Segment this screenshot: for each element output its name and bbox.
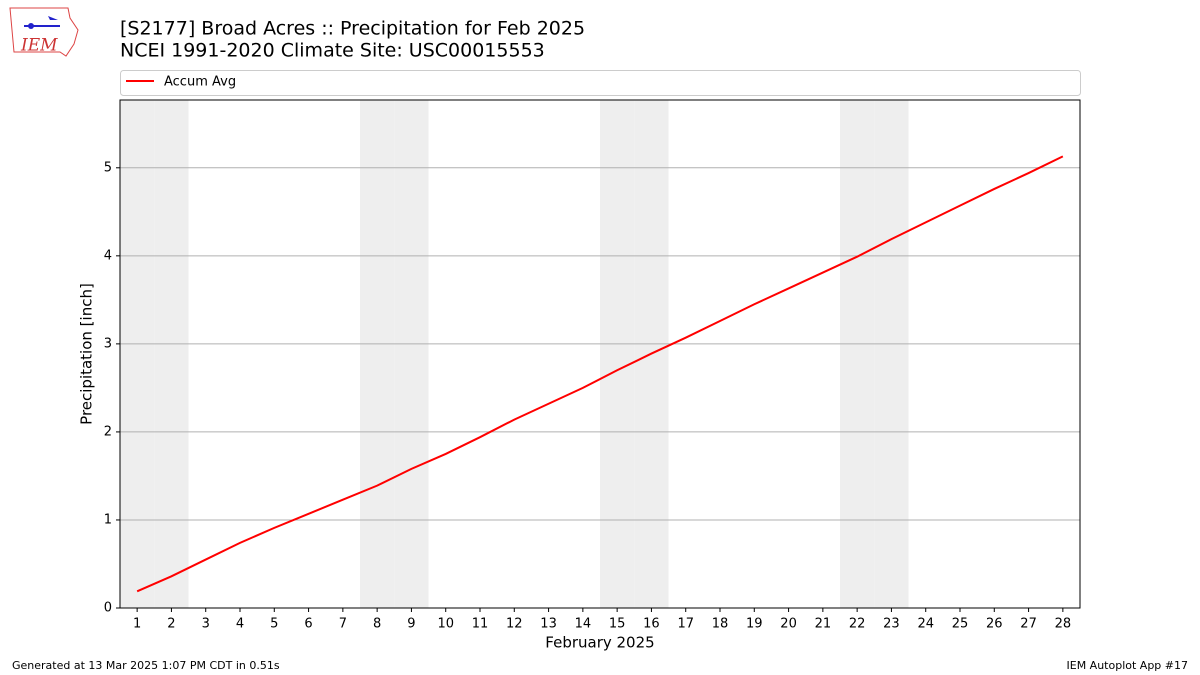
y-tick-label: 2 (104, 424, 112, 439)
x-tick-label: 27 (1020, 617, 1037, 632)
weekend-shade (394, 100, 429, 608)
x-tick-label: 25 (952, 617, 969, 632)
x-tick-label: 16 (643, 617, 660, 632)
x-tick-label: 26 (986, 617, 1003, 632)
weekend-shade (840, 100, 875, 608)
x-tick-label: 8 (373, 617, 381, 632)
chart-subtitle: NCEI 1991-2020 Climate Site: USC00015553 (120, 40, 545, 62)
x-tick-label: 22 (849, 617, 866, 632)
x-tick-label: 21 (815, 617, 832, 632)
x-tick-label: 7 (339, 617, 347, 632)
x-tick-label: 11 (472, 617, 489, 632)
x-tick-label: 3 (202, 617, 210, 632)
y-tick-label: 3 (104, 336, 112, 351)
plot-frame (119, 99, 1081, 609)
x-tick-label: 13 (540, 617, 557, 632)
weekend-shade (874, 100, 909, 608)
x-tick-label: 9 (407, 617, 415, 632)
y-tick-label: 5 (104, 160, 112, 175)
x-tick-label: 4 (236, 617, 244, 632)
legend-label: Accum Avg (164, 75, 236, 90)
y-tick-label: 1 (104, 512, 112, 527)
x-tick-label: 2 (167, 617, 175, 632)
x-tick-label: 18 (712, 617, 729, 632)
x-axis-label: February 2025 (545, 634, 654, 652)
weekend-shade (154, 100, 189, 608)
logo: IEM (9, 7, 79, 57)
weekend-shade (360, 100, 395, 608)
chart-title: [S2177] Broad Acres :: Precipitation for… (120, 18, 585, 40)
x-tick-label: 14 (575, 617, 592, 632)
x-tick-label: 17 (677, 617, 694, 632)
x-tick-label: 23 (883, 617, 900, 632)
x-tick-label: 19 (746, 617, 763, 632)
y-tick-label: 4 (104, 248, 112, 263)
weekend-shade (120, 100, 155, 608)
weekend-shade (600, 100, 635, 608)
x-tick-label: 24 (917, 617, 934, 632)
legend-box (120, 70, 1081, 96)
footer-right: IEM Autoplot App #17 (1067, 659, 1189, 672)
x-tick-label: 1 (133, 617, 141, 632)
x-tick-label: 6 (304, 617, 312, 632)
footer-left: Generated at 13 Mar 2025 1:07 PM CDT in … (12, 659, 280, 672)
x-tick-label: 20 (780, 617, 797, 632)
x-tick-label: 10 (437, 617, 454, 632)
x-tick-label: 28 (1055, 617, 1072, 632)
y-axis-label: Precipitation [inch] (78, 283, 96, 425)
data-line (136, 155, 1064, 593)
y-tick-label: 0 (104, 601, 112, 616)
x-tick-label: 15 (609, 617, 626, 632)
x-tick-label: 12 (506, 617, 523, 632)
logo-text: IEM (20, 36, 58, 56)
x-tick-label: 5 (270, 617, 278, 632)
